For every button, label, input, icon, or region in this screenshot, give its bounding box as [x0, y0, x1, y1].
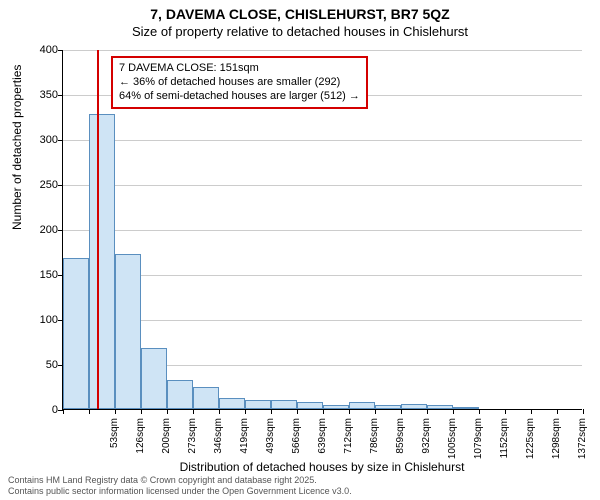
ytick-label: 200	[24, 224, 58, 236]
xtick-mark	[297, 409, 298, 414]
chart-title: 7, DAVEMA CLOSE, CHISLEHURST, BR7 5QZ	[0, 6, 600, 22]
ytick-label: 50	[24, 359, 58, 371]
callout-box: 7 DAVEMA CLOSE: 151sqm← 36% of detached …	[111, 56, 368, 109]
xtick-mark	[63, 409, 64, 414]
xtick-label: 1079sqm	[473, 418, 484, 468]
callout-line: 7 DAVEMA CLOSE: 151sqm	[119, 62, 360, 76]
xtick-mark	[115, 409, 116, 414]
xtick-label: 346sqm	[213, 418, 224, 468]
xtick-mark	[141, 409, 142, 414]
gridline	[63, 140, 582, 141]
histogram-bar	[167, 380, 193, 409]
xtick-label: 1225sqm	[525, 418, 536, 468]
ytick-mark	[58, 185, 63, 186]
callout-line: 64% of semi-detached houses are larger (…	[119, 90, 360, 104]
gridline	[63, 50, 582, 51]
xtick-label: 932sqm	[421, 418, 432, 468]
chart-container: 7, DAVEMA CLOSE, CHISLEHURST, BR7 5QZ Si…	[0, 0, 600, 500]
histogram-bar	[375, 405, 401, 409]
ytick-label: 350	[24, 89, 58, 101]
histogram-bar	[453, 407, 479, 409]
xtick-label: 712sqm	[343, 418, 354, 468]
xtick-label: 1005sqm	[447, 418, 458, 468]
xtick-mark	[193, 409, 194, 414]
histogram-bar	[141, 348, 167, 409]
ytick-label: 100	[24, 314, 58, 326]
histogram-bar	[427, 405, 453, 409]
histogram-bar	[401, 404, 427, 409]
histogram-bar	[193, 387, 219, 409]
histogram-bar	[297, 402, 323, 409]
xtick-label: 639sqm	[317, 418, 328, 468]
histogram-bar	[63, 258, 89, 409]
xtick-label: 493sqm	[265, 418, 276, 468]
footer-line-1: Contains HM Land Registry data © Crown c…	[8, 475, 352, 485]
xtick-mark	[453, 409, 454, 414]
xtick-label: 566sqm	[291, 418, 302, 468]
ytick-label: 250	[24, 179, 58, 191]
xtick-mark	[89, 409, 90, 414]
xtick-mark	[401, 409, 402, 414]
ytick-mark	[58, 140, 63, 141]
ytick-label: 0	[24, 404, 58, 416]
xtick-mark	[531, 409, 532, 414]
ytick-label: 300	[24, 134, 58, 146]
plot-area: 7 DAVEMA CLOSE: 151sqm← 36% of detached …	[62, 50, 582, 410]
xtick-label: 1372sqm	[577, 418, 588, 468]
ytick-mark	[58, 95, 63, 96]
footer-attribution: Contains HM Land Registry data © Crown c…	[8, 475, 352, 496]
xtick-mark	[349, 409, 350, 414]
xtick-mark	[557, 409, 558, 414]
ytick-label: 150	[24, 269, 58, 281]
xtick-mark	[323, 409, 324, 414]
footer-line-2: Contains public sector information licen…	[8, 486, 352, 496]
gridline	[63, 185, 582, 186]
xtick-label: 126sqm	[135, 418, 146, 468]
xtick-label: 786sqm	[369, 418, 380, 468]
xtick-mark	[245, 409, 246, 414]
property-marker-line	[97, 50, 99, 409]
ytick-mark	[58, 50, 63, 51]
xtick-label: 200sqm	[161, 418, 172, 468]
y-axis-label: Number of detached properties	[10, 65, 24, 230]
xtick-label: 273sqm	[187, 418, 198, 468]
xtick-label: 419sqm	[239, 418, 250, 468]
xtick-label: 859sqm	[395, 418, 406, 468]
xtick-label: 53sqm	[109, 418, 120, 468]
xtick-mark	[479, 409, 480, 414]
histogram-bar	[89, 114, 115, 409]
histogram-bar	[271, 400, 297, 409]
gridline	[63, 230, 582, 231]
histogram-bar	[349, 402, 375, 409]
xtick-mark	[375, 409, 376, 414]
xtick-label: 1152sqm	[499, 418, 510, 468]
histogram-bar	[323, 405, 349, 409]
histogram-bar	[245, 400, 271, 409]
xtick-mark	[271, 409, 272, 414]
xtick-mark	[167, 409, 168, 414]
ytick-label: 400	[24, 44, 58, 56]
ytick-mark	[58, 230, 63, 231]
xtick-mark	[505, 409, 506, 414]
histogram-bar	[115, 254, 141, 409]
chart-subtitle: Size of property relative to detached ho…	[0, 24, 600, 39]
histogram-bar	[219, 398, 245, 409]
xtick-mark	[583, 409, 584, 414]
xtick-label: 1298sqm	[551, 418, 562, 468]
xtick-mark	[427, 409, 428, 414]
xtick-mark	[219, 409, 220, 414]
callout-line: ← 36% of detached houses are smaller (29…	[119, 76, 360, 90]
